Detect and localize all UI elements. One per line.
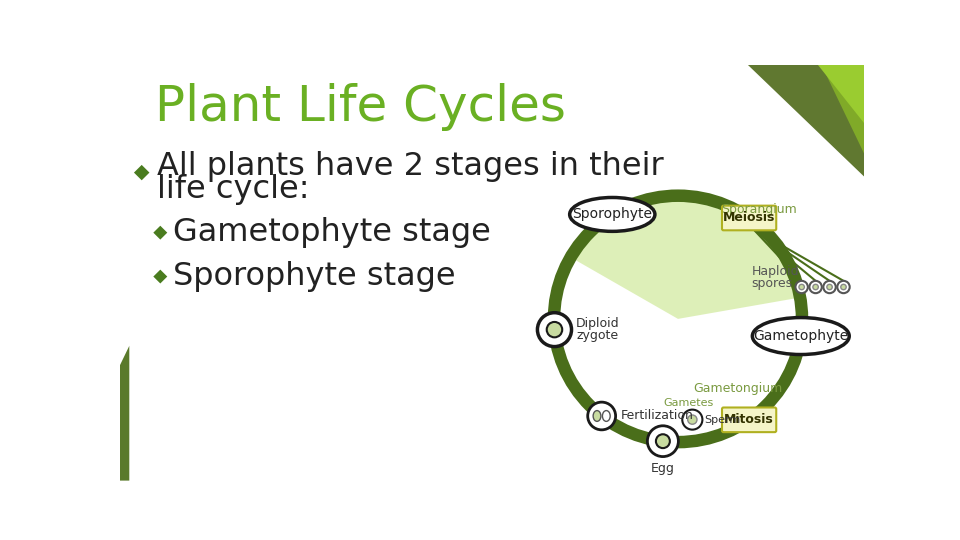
Circle shape bbox=[547, 322, 563, 338]
Text: All plants have 2 stages in their: All plants have 2 stages in their bbox=[157, 151, 664, 182]
Text: Gametongium: Gametongium bbox=[693, 382, 782, 395]
Text: Diploid: Diploid bbox=[576, 317, 620, 330]
Circle shape bbox=[647, 426, 679, 457]
Circle shape bbox=[683, 410, 703, 430]
Text: zygote: zygote bbox=[576, 329, 618, 342]
Polygon shape bbox=[574, 200, 796, 319]
Text: Sporophyte stage: Sporophyte stage bbox=[173, 261, 455, 292]
Text: Plant Life Cycles: Plant Life Cycles bbox=[155, 83, 565, 131]
Circle shape bbox=[824, 281, 836, 293]
Ellipse shape bbox=[593, 410, 601, 421]
Circle shape bbox=[799, 285, 804, 289]
FancyBboxPatch shape bbox=[722, 206, 777, 230]
Polygon shape bbox=[818, 65, 864, 123]
Circle shape bbox=[837, 281, 850, 293]
Polygon shape bbox=[134, 165, 150, 180]
Circle shape bbox=[687, 415, 697, 424]
Text: Sperm: Sperm bbox=[705, 415, 741, 424]
Ellipse shape bbox=[569, 198, 655, 231]
Circle shape bbox=[841, 285, 846, 289]
Circle shape bbox=[827, 285, 832, 289]
Circle shape bbox=[796, 281, 808, 293]
Text: Fertilization: Fertilization bbox=[621, 409, 694, 422]
Circle shape bbox=[538, 313, 571, 347]
Polygon shape bbox=[154, 226, 167, 240]
Text: Mitosis: Mitosis bbox=[724, 413, 774, 426]
Polygon shape bbox=[154, 269, 167, 284]
Circle shape bbox=[813, 285, 818, 289]
Polygon shape bbox=[706, 65, 864, 177]
Polygon shape bbox=[120, 346, 130, 481]
Text: Gametophyte: Gametophyte bbox=[754, 329, 849, 343]
Text: Gametophyte stage: Gametophyte stage bbox=[173, 217, 491, 248]
Text: life cycle:: life cycle: bbox=[157, 174, 310, 205]
Text: Sporophyte: Sporophyte bbox=[572, 207, 652, 221]
Ellipse shape bbox=[603, 410, 611, 421]
Circle shape bbox=[588, 402, 615, 430]
Text: Sporangium: Sporangium bbox=[721, 203, 797, 216]
FancyBboxPatch shape bbox=[722, 408, 777, 432]
Text: Meiosis: Meiosis bbox=[723, 212, 776, 225]
Polygon shape bbox=[782, 65, 864, 153]
Text: Gametes: Gametes bbox=[663, 397, 713, 408]
Text: Egg: Egg bbox=[651, 462, 675, 475]
Circle shape bbox=[809, 281, 822, 293]
Circle shape bbox=[656, 434, 670, 448]
Text: spores: spores bbox=[752, 276, 792, 289]
Text: Haploid: Haploid bbox=[752, 265, 799, 278]
Ellipse shape bbox=[753, 318, 850, 355]
